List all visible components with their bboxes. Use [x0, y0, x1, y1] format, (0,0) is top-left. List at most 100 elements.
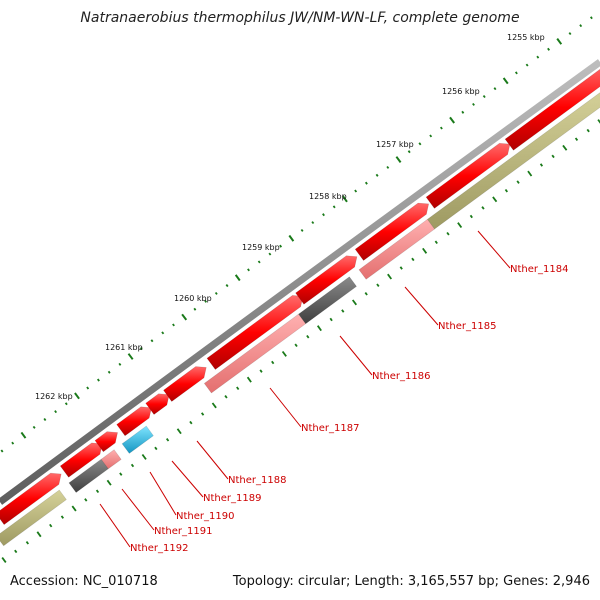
inner-tick-mark: [351, 299, 358, 306]
tick-mark: [43, 417, 47, 422]
genome-backbone: [0, 59, 600, 505]
tick-mark: [11, 441, 15, 445]
feature-1187a-fwd: [163, 366, 207, 402]
tick-mark: [589, 16, 593, 20]
genome-title: Natranaerobius thermophilus JW/NM-WN-LF,…: [80, 10, 520, 26]
gene-label-1186: Nther_1186: [372, 371, 430, 382]
tick-label-1256: 1256 kbp: [442, 87, 480, 96]
tick-mark: [332, 205, 336, 209]
inner-tick-ring: [1, 119, 600, 563]
inner-tick-mark: [364, 292, 368, 296]
gene-labels: Nther_1184 Nther_1185 Nther_1186 Nther_1…: [130, 264, 568, 554]
tick-label-1261: 1261 kbp: [105, 343, 143, 352]
inner-tick-mark: [481, 206, 485, 210]
inner-tick-mark: [294, 343, 298, 348]
inner-tick-mark: [387, 273, 393, 280]
inner-tick-mark: [211, 402, 217, 409]
tick-mark: [234, 274, 241, 282]
inner-tick-mark: [281, 350, 287, 357]
tick-mark: [96, 378, 100, 382]
inner-tick-mark: [95, 489, 100, 494]
inner-tick-mark: [84, 498, 88, 502]
cyan-feature-1190: [121, 425, 154, 454]
tick-mark: [288, 234, 295, 242]
inner-tick-mark: [119, 472, 123, 476]
tick-mark: [257, 260, 261, 264]
tick-label-1262: 1262 kbp: [35, 392, 73, 401]
leader-1187: [269, 387, 302, 428]
inner-tick-mark: [165, 438, 170, 442]
inner-tick-mark: [399, 266, 403, 270]
tick-mark: [32, 425, 36, 429]
inner-tick-mark: [189, 420, 193, 425]
tick-mark: [118, 362, 122, 366]
inner-tick-mark: [176, 428, 182, 435]
tick-mark: [449, 116, 456, 124]
inner-tick-mark: [259, 369, 263, 373]
inner-tick-mark: [154, 446, 158, 451]
gene-label-1185: Nther_1185: [438, 321, 496, 332]
inner-tick-mark: [236, 386, 240, 391]
inner-tick-mark: [14, 549, 18, 554]
gene-label-1191: Nther_1191: [154, 526, 212, 537]
tick-mark: [204, 299, 208, 303]
tick-mark: [172, 323, 175, 327]
inner-tick-mark: [341, 309, 345, 313]
inner-tick-mark: [1, 557, 7, 563]
tick-mark: [54, 410, 58, 414]
inner-tick-mark: [316, 325, 322, 332]
tick-label-1259: 1259 kbp: [242, 243, 280, 252]
tick-mark: [161, 331, 165, 335]
tick-mark: [311, 221, 315, 225]
leader-1185: [404, 286, 439, 326]
inner-tick-mark: [551, 154, 555, 159]
inner-tick-mark: [446, 231, 450, 236]
inner-tick-mark: [25, 541, 30, 545]
feature-1190-fwd: [94, 431, 118, 453]
inner-tick-mark: [562, 144, 568, 151]
kbp-labels: 1255 kbp 1256 kbp 1257 kbp 1258 kbp 1259…: [35, 33, 545, 401]
inner-tick-mark: [246, 376, 252, 383]
tick-mark: [322, 213, 325, 217]
tick-mark: [247, 268, 250, 272]
tick-mark: [86, 386, 90, 390]
genome-summary-text: Topology: circular; Length: 3,165,557 bp…: [232, 574, 590, 589]
inner-tick-mark: [574, 137, 579, 141]
tick-mark: [482, 95, 486, 99]
inner-tick-mark: [36, 531, 42, 538]
tick-mark: [579, 24, 583, 28]
inner-tick-mark: [586, 128, 590, 133]
label-leader-lines: [99, 230, 511, 548]
tick-mark: [342, 195, 348, 203]
feature-1186-fwd: [295, 255, 358, 305]
gray-feature-1186: [298, 276, 357, 325]
tick-label-1260: 1260 kbp: [174, 294, 212, 303]
feature-1184-fwd: [425, 142, 511, 209]
tick-mark: [225, 284, 229, 288]
tick-mark: [568, 32, 572, 36]
tick-mark: [395, 156, 402, 163]
tick-mark: [375, 173, 379, 177]
gene-label-1192: Nther_1192: [130, 543, 188, 554]
inner-tick-mark: [504, 188, 509, 193]
tick-mark: [279, 244, 283, 248]
pink-feature-1191: [100, 449, 122, 470]
tick-mark: [556, 38, 563, 45]
tick-mark: [300, 228, 304, 232]
inner-tick-mark: [434, 240, 438, 245]
tick-mark: [386, 165, 390, 169]
inner-tick-mark: [516, 180, 520, 184]
gene-label-1190: Nther_1190: [176, 511, 234, 522]
gene-label-1189: Nther_1189: [203, 493, 261, 504]
feature-1183-fwd: [504, 68, 600, 151]
accession-text: Accession: NC_010718: [10, 574, 158, 589]
tick-mark: [547, 47, 551, 51]
tick-mark: [514, 71, 518, 75]
inner-tick-mark: [60, 515, 65, 519]
tick-label-1257: 1257 kbp: [376, 140, 414, 149]
inner-tick-mark: [130, 463, 135, 468]
tick-mark: [150, 339, 154, 343]
inner-tick-mark: [527, 170, 533, 177]
